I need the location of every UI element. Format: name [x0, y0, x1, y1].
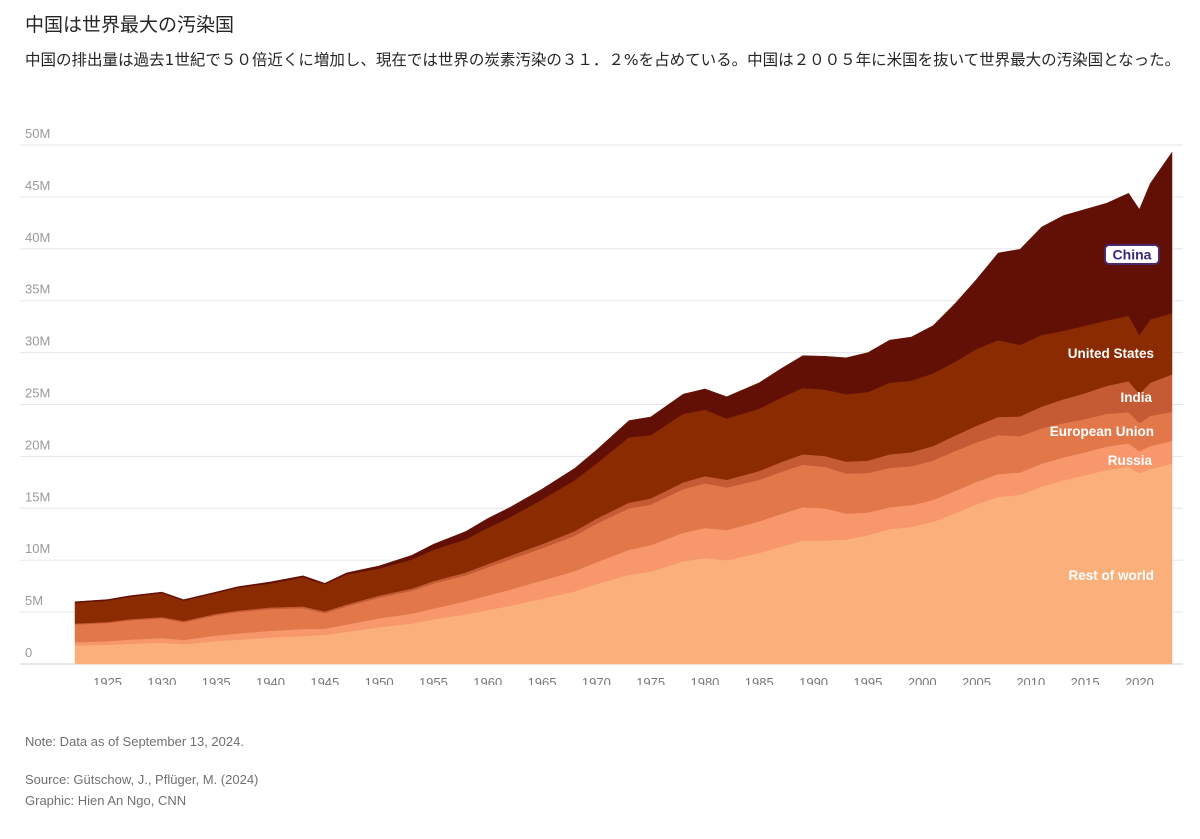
rest-of-world-label: Rest of world: [1068, 568, 1154, 583]
european-union-label: European Union: [1050, 424, 1154, 439]
x-tick-label: 2010: [1016, 675, 1045, 685]
x-tick-label: 1980: [690, 675, 719, 685]
x-tick-label: 1950: [365, 675, 394, 685]
x-tick-label: 1945: [310, 675, 339, 685]
india-label: India: [1120, 390, 1152, 405]
y-tick-label: 30M: [25, 334, 50, 349]
x-tick-label: 1960: [473, 675, 502, 685]
series-labels: China United States India European Union…: [1050, 244, 1160, 583]
x-tick-label: 1970: [582, 675, 611, 685]
united-states-label: United States: [1068, 346, 1154, 361]
x-tick-label: 1925: [93, 675, 122, 685]
footnote: Note: Data as of September 13, 2024.: [25, 734, 244, 749]
china-label-badge: [1104, 244, 1160, 265]
y-tick-label: 20M: [25, 437, 50, 452]
chart-subtitle: 中国の排出量は過去1世紀で５０倍近くに増加し、現在では世界の炭素汚染の３１．２%…: [25, 51, 1181, 69]
source-credit: Source: Gütschow, J., Pflüger, M. (2024): [25, 772, 259, 787]
x-tick-label: 1955: [419, 675, 448, 685]
x-tick-label: 2005: [962, 675, 991, 685]
x-tick-label: 2020: [1125, 675, 1154, 685]
x-tick-label: 1975: [636, 675, 665, 685]
y-tick-label: 5M: [25, 593, 43, 608]
y-tick-label: 35M: [25, 282, 50, 297]
area-china: [74, 151, 1173, 604]
x-tick-label: 1990: [799, 675, 828, 685]
x-tick-label: 1995: [853, 675, 882, 685]
x-tick-label: 1985: [745, 675, 774, 685]
chart-title: 中国は世界最大の汚染国: [25, 14, 235, 36]
y-tick-label: 50M: [25, 126, 50, 141]
x-tick-label: 1940: [256, 675, 285, 685]
area-layer: [74, 151, 1173, 665]
x-axis: 1925 1930 1935 1940 1945 1950 1955 1960 1965 1970…: [93, 675, 1154, 685]
y-tick-label: 40M: [25, 230, 50, 245]
y-tick-label: 15M: [25, 489, 50, 504]
x-tick-label: 1930: [147, 675, 176, 685]
y-tick-label: 0: [25, 645, 32, 660]
china-label: China: [1113, 247, 1152, 263]
graphic-credit: Graphic: Hien An Ngo, CNN: [25, 793, 187, 808]
x-tick-label: 1965: [528, 675, 557, 685]
y-tick-label: 25M: [25, 386, 50, 401]
y-axis: 0 5M 10M 15M 20M 25M 30M 35M 40M 45M 50M: [25, 126, 50, 660]
russia-label: Russia: [1108, 453, 1153, 468]
x-tick-label: 2015: [1071, 675, 1100, 685]
x-tick-label: 2000: [908, 675, 937, 685]
x-tick-label: 1935: [202, 675, 231, 685]
y-tick-label: 10M: [25, 541, 50, 556]
y-tick-label: 45M: [25, 178, 50, 193]
